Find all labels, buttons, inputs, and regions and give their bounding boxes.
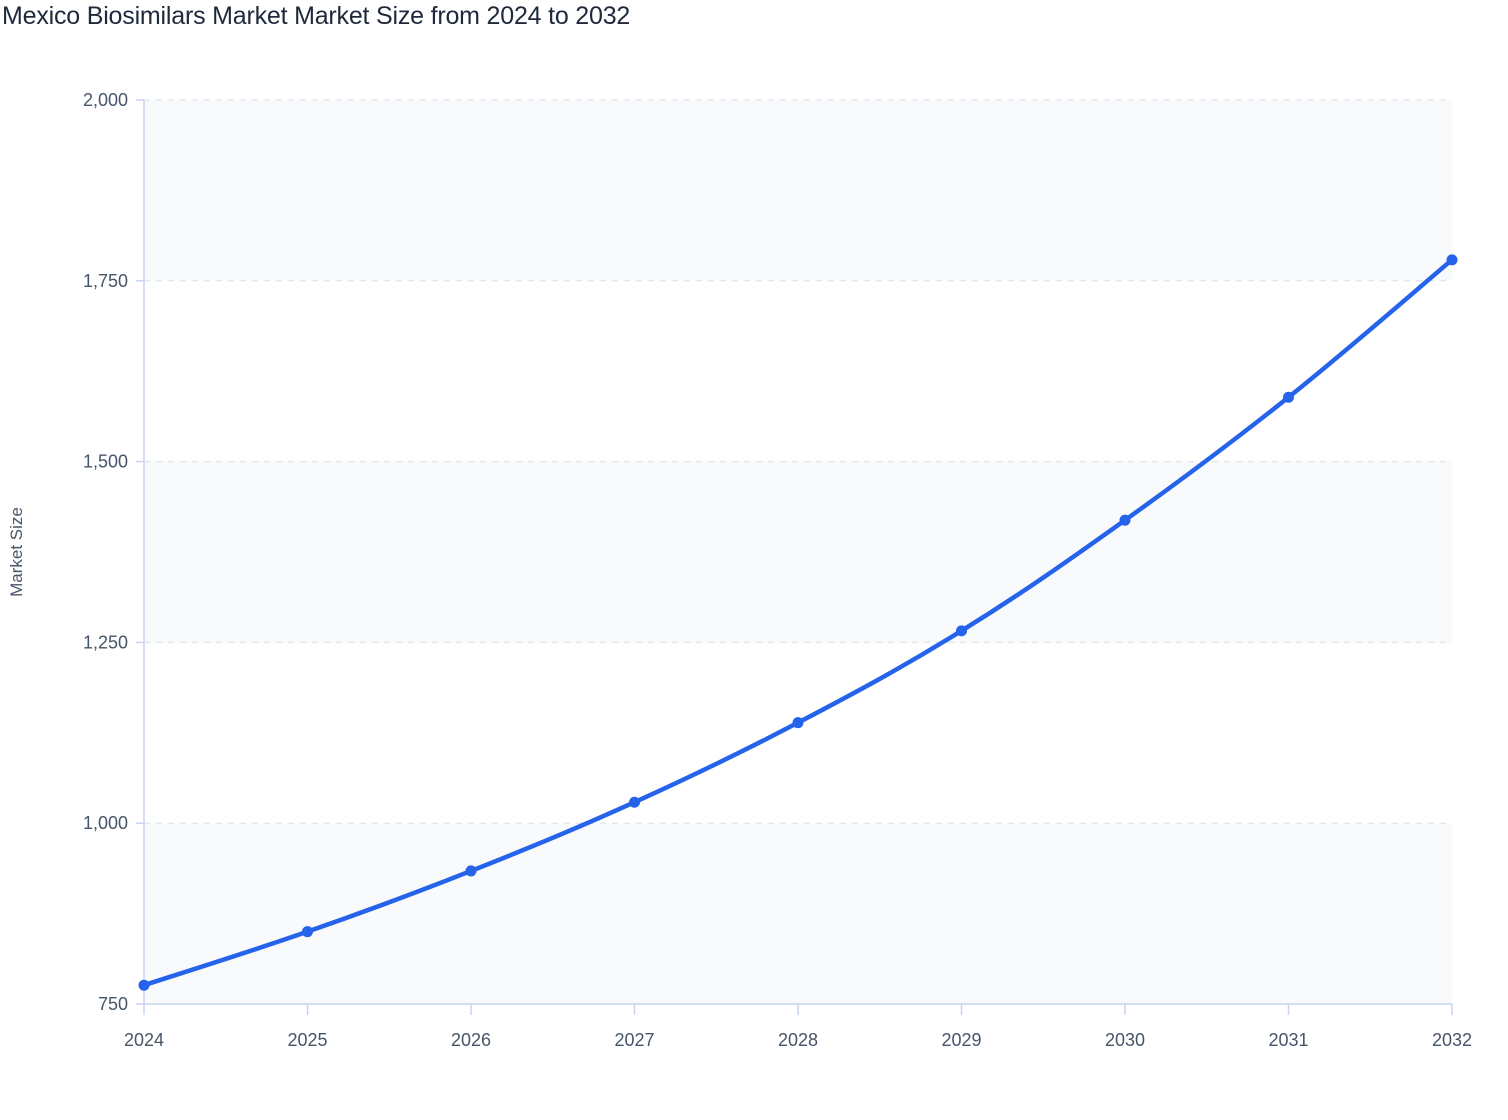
x-tick-label: 2028	[778, 1030, 818, 1050]
x-tick-label: 2025	[287, 1030, 327, 1050]
y-tick-label: 1,250	[83, 632, 128, 652]
data-point[interactable]	[1283, 391, 1294, 403]
data-point[interactable]	[465, 865, 477, 877]
x-tick-label: 2024	[124, 1030, 164, 1050]
x-tick-label: 2031	[1268, 1030, 1308, 1050]
data-point[interactable]	[1119, 514, 1131, 526]
chart-title: Mexico Biosimilars Market Market Size fr…	[2, 2, 631, 30]
data-point[interactable]	[792, 717, 804, 729]
background-band	[144, 823, 1452, 1004]
background-band	[144, 461, 1452, 643]
y-tick-label: 1,500	[83, 452, 128, 472]
data-point[interactable]	[138, 979, 150, 991]
y-tick-label: 750	[98, 994, 128, 1014]
x-tick-label: 2030	[1105, 1030, 1145, 1050]
y-tick-label: 1,000	[83, 813, 128, 833]
data-points	[138, 254, 1458, 991]
gridlines	[144, 99, 1452, 824]
data-point[interactable]	[302, 926, 313, 938]
x-tick-label: 2027	[614, 1030, 654, 1050]
data-line	[141, 257, 1455, 988]
data-point[interactable]	[956, 625, 967, 637]
background-bands	[144, 100, 1452, 1004]
background-band	[144, 100, 1452, 281]
y-axis-ticks: 750 1,000 1,250 1,500 1,750 2,000	[83, 90, 144, 1014]
x-tick-label: 2032	[1432, 1030, 1472, 1050]
x-tick-label: 2029	[941, 1030, 981, 1050]
y-axis-title: Market Size	[7, 507, 26, 597]
data-point[interactable]	[1446, 254, 1458, 266]
x-tick-label: 2026	[451, 1030, 491, 1050]
y-tick-label: 1,750	[83, 271, 128, 291]
data-point[interactable]	[629, 796, 640, 808]
x-axis-ticks: 2024 2025 2026 2027 2028 2029 2030 2031 2032	[124, 1004, 1472, 1050]
y-tick-label: 2,000	[83, 90, 128, 110]
